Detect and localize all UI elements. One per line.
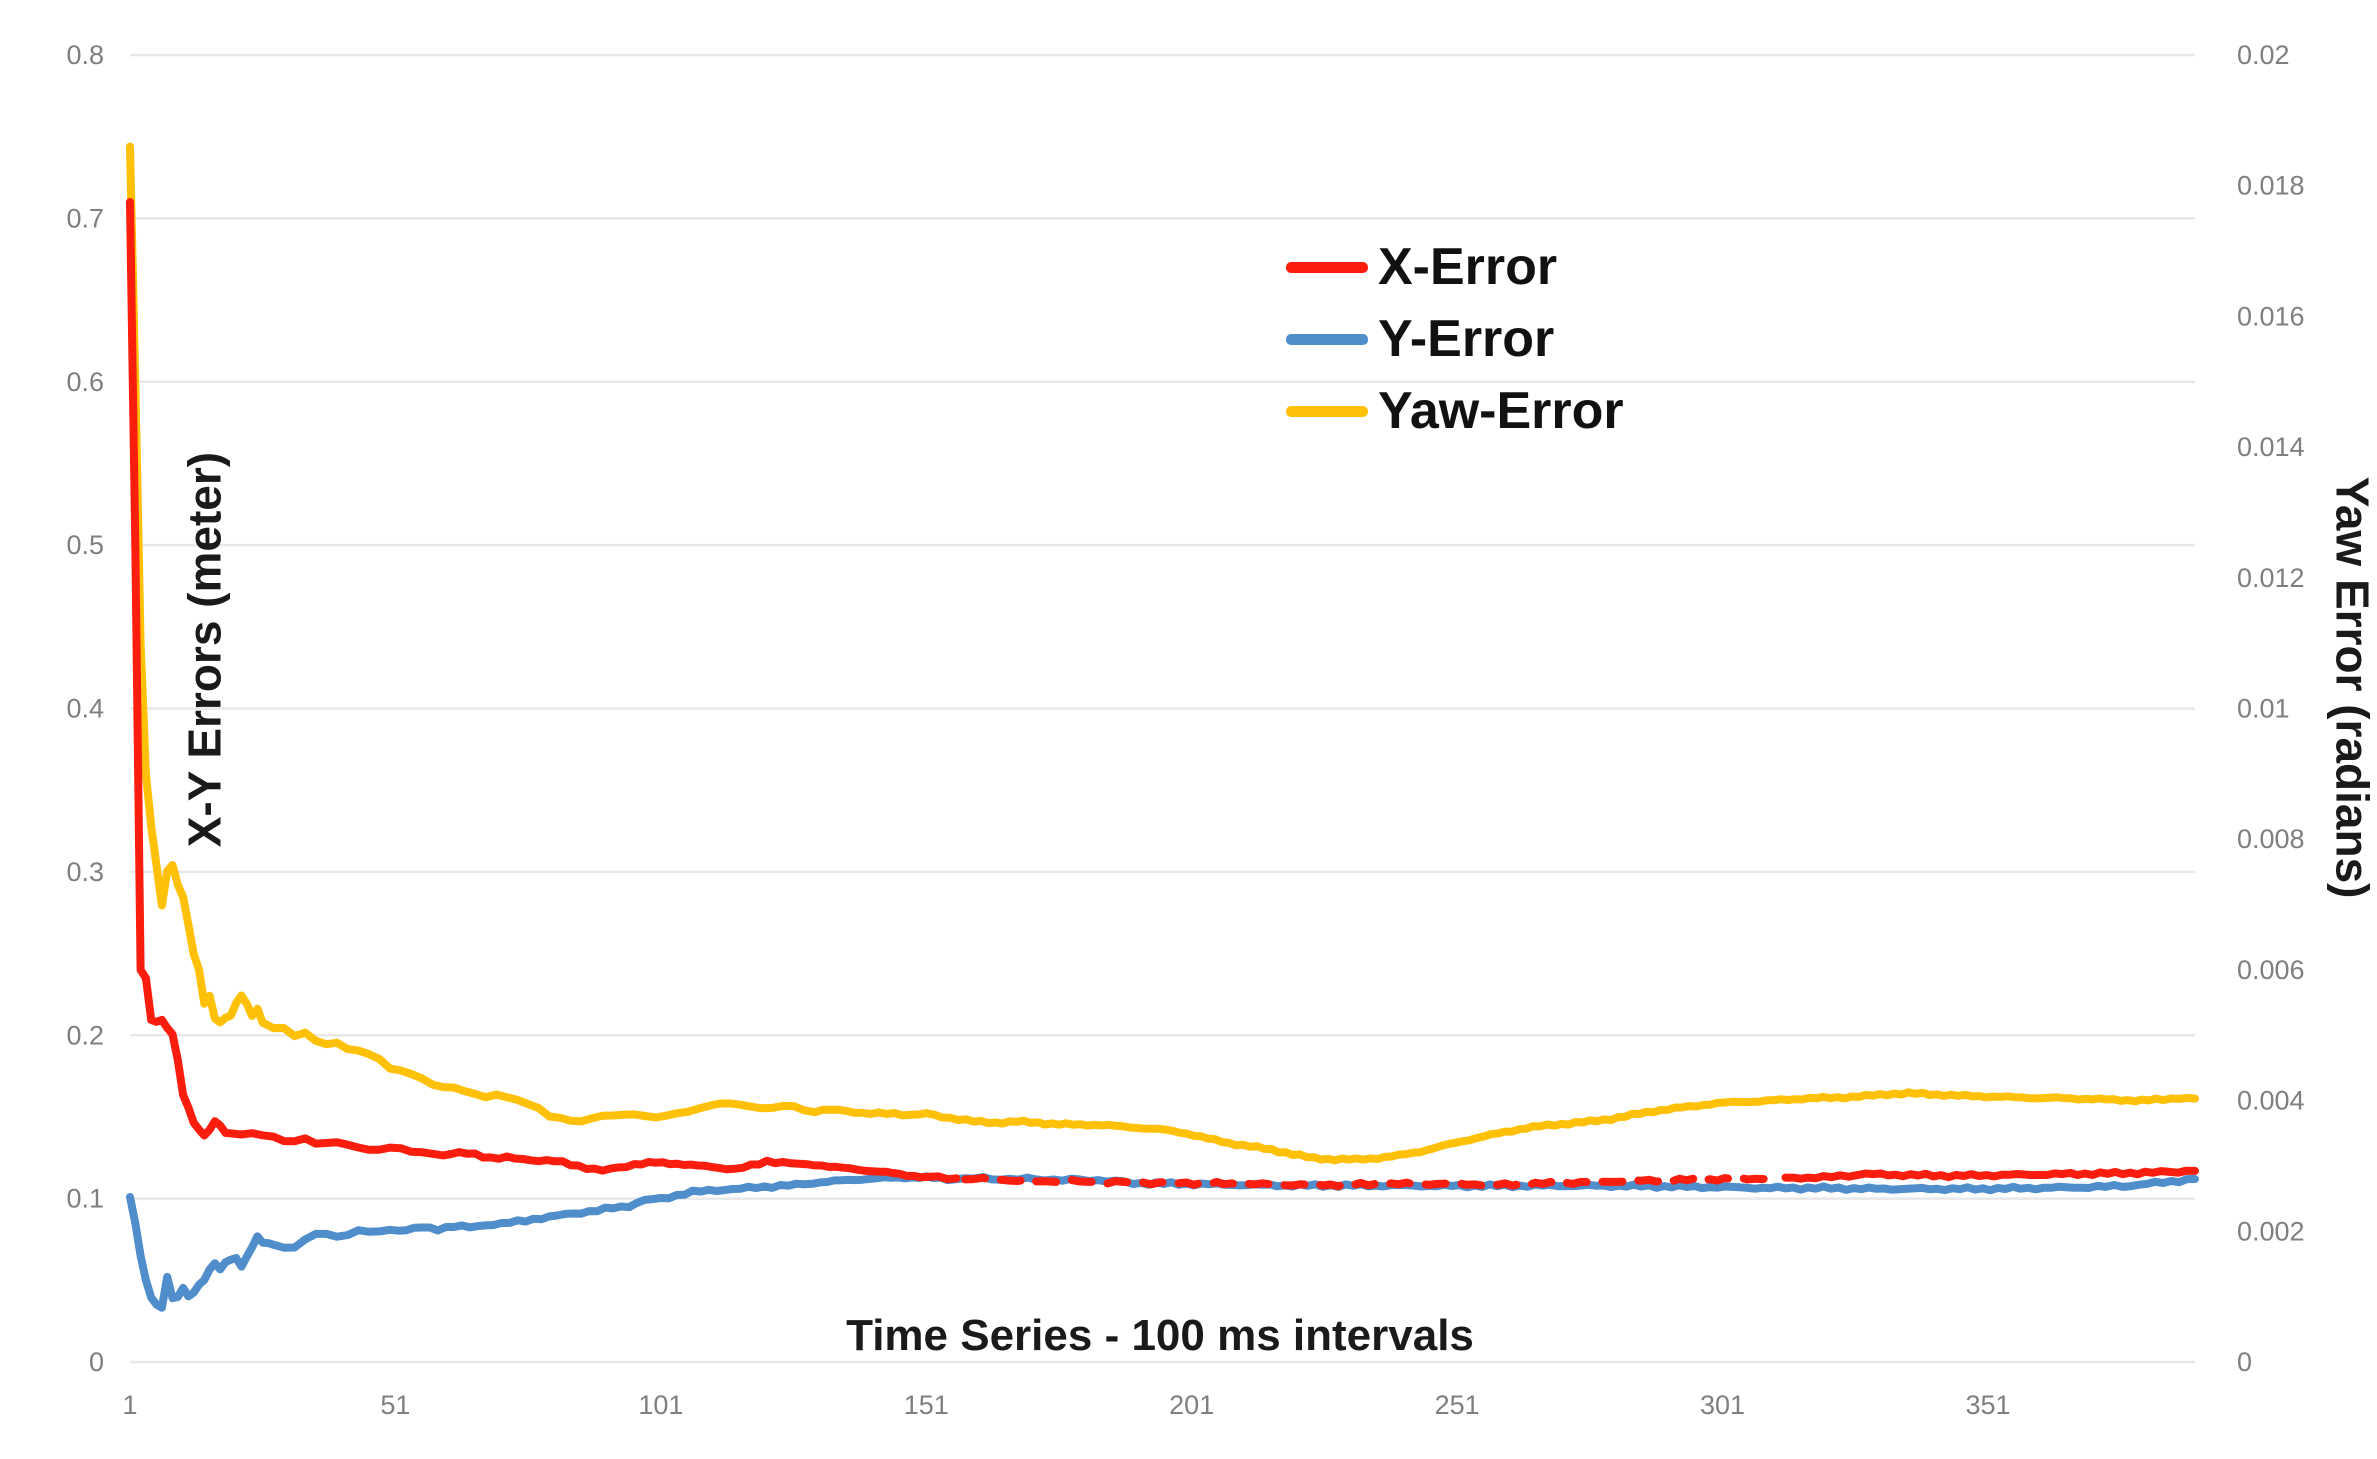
yaw-error-line-swatch-icon <box>1286 405 1368 417</box>
right-axis-tick: 0.012 <box>2237 563 2305 593</box>
right-axis-tick: 0.002 <box>2237 1216 2305 1246</box>
right-axis-tick: 0.004 <box>2237 1086 2305 1116</box>
x-error-line <box>961 1173 1782 1191</box>
x-axis-tick: 101 <box>638 1390 683 1420</box>
x-axis-tick: 351 <box>1965 1390 2010 1420</box>
right-axis-tick: 0.018 <box>2237 171 2305 201</box>
x-error-line <box>126 198 961 1184</box>
legend-label: Y-Error <box>1378 310 1555 368</box>
x-axis-tick: 301 <box>1700 1390 1745 1420</box>
x-axis-tick: 51 <box>380 1390 410 1420</box>
data-series-lines <box>126 142 2199 1312</box>
right-axis-tick: 0.01 <box>2237 694 2290 724</box>
legend-item-y-error: Y-Error <box>1286 303 1624 375</box>
right-axis-tick: 0.014 <box>2237 432 2305 462</box>
legend-label: X-Error <box>1378 238 1558 296</box>
x-axis-tick: 201 <box>1169 1390 1214 1420</box>
gridlines <box>130 53 2195 1364</box>
right-axis-title: Yaw Error (radians) <box>2326 476 2377 899</box>
y-error-line-swatch-icon <box>1286 333 1368 345</box>
x-axis-tick: 251 <box>1435 1390 1480 1420</box>
right-axis-tick: 0 <box>2237 1347 2252 1377</box>
legend: X-Error Y-Error Yaw-Error <box>1286 231 1624 447</box>
left-axis-tick: 0.2 <box>66 1020 104 1050</box>
left-axis-tick: 0.8 <box>66 40 104 70</box>
yaw-error-line <box>126 142 2199 1165</box>
x-axis-title: Time Series - 100 ms intervals <box>846 1311 1474 1360</box>
y-error-line <box>126 1172 2199 1312</box>
x-error-line <box>1781 1166 2199 1183</box>
legend-item-x-error: X-Error <box>1286 231 1624 303</box>
left-axis-tick: 0.4 <box>66 694 104 724</box>
x-axis-tick: 1 <box>122 1390 137 1420</box>
x-axis-tick: 151 <box>904 1390 949 1420</box>
left-axis-tick: 0.7 <box>66 203 104 233</box>
left-axis-tick: 0 <box>89 1347 104 1377</box>
right-axis-tick: 0.016 <box>2237 301 2305 331</box>
right-axis-tick: 0.02 <box>2237 40 2290 70</box>
legend-label: Yaw-Error <box>1378 382 1624 440</box>
right-axis-tick: 0.006 <box>2237 955 2305 985</box>
legend-item-yaw-error: Yaw-Error <box>1286 375 1624 447</box>
left-axis-tick: 0.3 <box>66 857 104 887</box>
left-axis-tick: 0.5 <box>66 530 104 560</box>
left-axis-tick: 0.6 <box>66 367 104 397</box>
right-axis-tick: 0.008 <box>2237 824 2305 854</box>
left-axis-title: X-Y Errors (meter) <box>178 451 231 848</box>
x-error-line-swatch-icon <box>1286 261 1368 273</box>
axis-tick-labels: 0.8 0.7 0.6 0.5 0.4 0.3 0.2 0.1 0 0.02 0.018 0.016 0… <box>66 40 2304 1420</box>
left-axis-tick: 0.1 <box>66 1184 104 1214</box>
